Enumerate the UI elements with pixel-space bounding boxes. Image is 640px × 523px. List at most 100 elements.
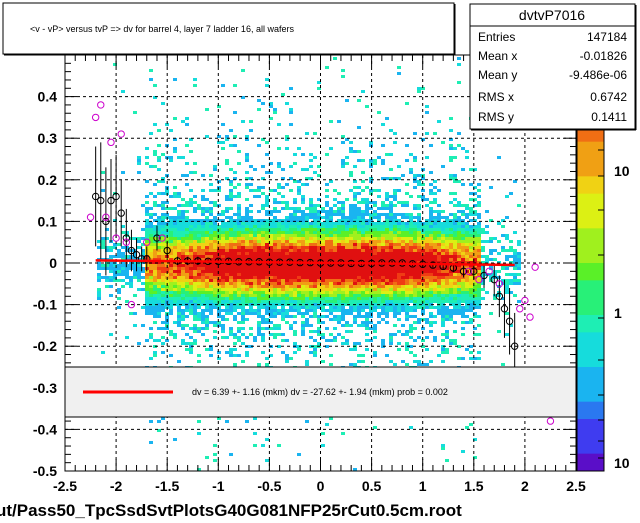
heatmap-cell xyxy=(361,237,365,240)
heatmap-cell xyxy=(217,285,221,288)
heatmap-cell xyxy=(245,228,249,231)
heatmap-cell xyxy=(189,348,193,351)
heatmap-cell xyxy=(321,309,325,312)
heatmap-cell xyxy=(401,285,405,288)
heatmap-cell xyxy=(285,357,289,360)
heatmap-cell xyxy=(257,186,261,189)
heatmap-cell xyxy=(145,213,149,216)
heatmap-cell xyxy=(205,258,209,261)
heatmap-cell xyxy=(297,252,301,255)
title-box: <v - vP> versus tvP => dv for barrel 4, … xyxy=(2,2,456,56)
heatmap-cell xyxy=(237,207,241,210)
heatmap-cell xyxy=(293,234,297,237)
heatmap-cell xyxy=(249,288,253,291)
heatmap-cell xyxy=(193,288,197,291)
heatmap-cell xyxy=(453,216,457,219)
heatmap-cell xyxy=(345,273,349,276)
heatmap-cell xyxy=(421,339,425,342)
heatmap-cell xyxy=(193,267,197,270)
heatmap-cell xyxy=(185,324,189,327)
heatmap-cell xyxy=(193,300,197,303)
heatmap-cell xyxy=(405,231,409,234)
heatmap-cell xyxy=(177,210,181,213)
heatmap-cell xyxy=(417,336,421,339)
heatmap-cell xyxy=(277,228,281,231)
heatmap-cell xyxy=(329,273,333,276)
heatmap-cell xyxy=(293,279,297,282)
heatmap-cell xyxy=(241,237,245,240)
heatmap-cell xyxy=(453,174,457,177)
heatmap-cell xyxy=(513,294,517,297)
heatmap-cell xyxy=(417,204,421,207)
heatmap-cell xyxy=(409,279,413,282)
heatmap-cell xyxy=(349,300,353,303)
heatmap-cell xyxy=(173,333,177,336)
heatmap-cell xyxy=(293,153,297,156)
heatmap-cell xyxy=(149,165,153,168)
heatmap-cell xyxy=(233,228,237,231)
heatmap-cell xyxy=(389,237,393,240)
heatmap-cell xyxy=(373,264,377,267)
heatmap-cell xyxy=(445,315,449,318)
heatmap-cell xyxy=(149,294,153,297)
heatmap-cell xyxy=(333,210,337,213)
heatmap-cell xyxy=(397,297,401,300)
heatmap-cell xyxy=(193,282,197,285)
heatmap-cell xyxy=(173,195,177,198)
heatmap-cell xyxy=(145,162,149,165)
heatmap-cell xyxy=(97,276,101,279)
heatmap-cell xyxy=(321,267,325,270)
heatmap-cell xyxy=(185,252,189,255)
heatmap-cell xyxy=(169,288,173,291)
heatmap-cell xyxy=(393,273,397,276)
heatmap-cell xyxy=(217,246,221,249)
heatmap-cell xyxy=(193,231,197,234)
heatmap-cell xyxy=(297,219,301,222)
heatmap-cell xyxy=(205,456,209,459)
heatmap-cell xyxy=(473,291,477,294)
fit-line-group xyxy=(95,259,515,267)
heatmap-cell xyxy=(197,276,201,279)
heatmap-cell xyxy=(177,309,181,312)
heatmap-cell xyxy=(177,249,181,252)
heatmap-cell xyxy=(461,204,465,207)
heatmap-cell xyxy=(397,264,401,267)
heatmap-cell xyxy=(377,273,381,276)
heatmap-cell xyxy=(505,195,509,198)
heatmap-cell xyxy=(277,297,281,300)
heatmap-cell xyxy=(241,360,245,363)
heatmap-cell xyxy=(337,228,341,231)
heatmap-cell xyxy=(253,336,257,339)
heatmap-cell xyxy=(261,252,265,255)
heatmap-cell xyxy=(173,78,177,81)
heatmap-cell xyxy=(189,189,193,192)
heatmap-cell xyxy=(353,180,357,183)
heatmap-cell xyxy=(313,216,317,219)
heatmap-cell xyxy=(165,267,169,270)
heatmap-cell xyxy=(405,213,409,216)
heatmap-cell xyxy=(445,459,449,462)
heatmap-cell xyxy=(465,156,469,159)
heatmap-cell xyxy=(389,129,393,132)
profile-point-magenta xyxy=(546,417,555,425)
heatmap-cell xyxy=(341,282,345,285)
heatmap-cell xyxy=(373,231,377,234)
heatmap-cell xyxy=(197,468,201,471)
heatmap-cell xyxy=(357,297,361,300)
heatmap-cell xyxy=(373,222,377,225)
heatmap-cell xyxy=(429,231,433,234)
heatmap-cell xyxy=(273,267,277,270)
heatmap-cell xyxy=(453,246,457,249)
heatmap-cell xyxy=(209,285,213,288)
heatmap-cell xyxy=(365,285,369,288)
heatmap-cell xyxy=(257,270,261,273)
heatmap-cell xyxy=(185,294,189,297)
heatmap-cell xyxy=(177,324,181,327)
heatmap-cell xyxy=(237,150,241,153)
heatmap-cell xyxy=(205,216,209,219)
heatmap-cell xyxy=(257,252,261,255)
heatmap-cell xyxy=(421,195,425,198)
heatmap-cell xyxy=(357,219,361,222)
heatmap-cell xyxy=(193,222,197,225)
heatmap-cell xyxy=(193,315,197,318)
